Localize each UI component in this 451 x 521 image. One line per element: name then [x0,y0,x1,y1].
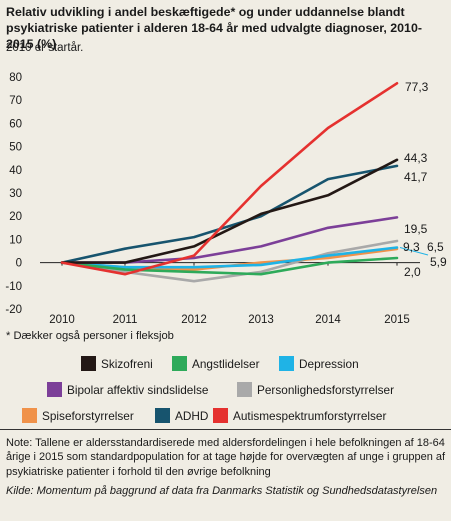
legend-label: Spiseforstyrrelser [42,408,134,423]
legend-swatch [81,356,96,371]
x-tick-label: 2013 [248,314,274,326]
x-tick-label: 2015 [384,314,410,326]
depression-label-leader [399,247,429,256]
line-chart: -20 -10 0 10 20 30 40 50 60 70 80 2010 2011 2012 2013 2… [5,72,447,326]
chart-series [60,82,399,283]
x-tick-label: 2014 [315,314,341,326]
legend-label: Skizofreni [101,356,153,371]
y-tick-label: 60 [9,118,22,130]
legend-label: Angstlidelser [192,356,260,371]
legend-item: Angstlidelser [172,356,260,371]
series-line-autismespektrumforstyrrelser [60,82,399,276]
end-label-autismespektrumforstyrrelser: 77,3 [405,80,429,94]
legend-swatch [155,408,170,423]
y-tick-label: 40 [9,165,22,177]
end-label-spiseforstyrrelser: 5,9 [430,255,447,269]
legend-label: Depression [299,356,359,371]
y-tick-label: 50 [9,142,22,154]
x-tick-label: 2011 [113,314,138,326]
y-tick-label: 70 [9,95,22,107]
y-tick-label: 20 [9,211,22,223]
chart-subtitle: 2010 er startår. [6,42,84,54]
legend-label: ADHD [175,408,209,423]
legend-swatch [237,382,252,397]
y-tick-label: -10 [5,281,22,293]
series-line-personlighedsforstyrrelser [60,239,399,283]
y-tick-label: 10 [9,234,22,246]
legend-item: Autismespektrumforstyrrelser [213,408,386,423]
legend-item: ADHD [155,408,208,423]
legend-item: Skizofreni [81,356,153,371]
series-line-skizofreni [60,158,399,264]
series-line-adhd [60,164,399,264]
end-label-bipolar-affektiv-sindslidelse: 19,5 [404,222,428,236]
legend-swatch [279,356,294,371]
chart-footnote: * Dækker også personer i fleksjob [6,330,174,342]
legend-swatch [172,356,187,371]
chart-source: Kilde: Momentum på baggrund af data fra … [6,485,438,497]
y-tick-label: 80 [9,72,22,84]
chart-axes: -20 -10 0 10 20 30 40 50 60 70 80 2010 2011 2012 2013 2… [5,72,420,326]
legend-swatch [213,408,228,423]
end-label-personlighedsforstyrrelser: 9,3 [403,240,420,254]
end-label-adhd: 41,7 [404,170,428,184]
chart-note: Note: Tallene er aldersstandardiserede m… [6,437,446,478]
end-label-depression: 6,5 [427,240,444,254]
x-tick-label: 2010 [49,314,75,326]
end-label-angstlidelser: 2,0 [404,265,421,279]
x-tick-label: 2012 [181,314,207,326]
y-tick-label: 0 [16,258,22,270]
end-label-skizofreni: 44,3 [404,151,428,165]
legend-label: Autismespektrumforstyrrelser [233,408,387,423]
y-tick-label: -20 [5,304,22,316]
legend-item: Depression [279,356,359,371]
legend-item: Bipolar affektiv sindslidelse [47,382,208,397]
legend-label: Personlighedsforstyrrelser [257,382,395,397]
legend-swatch [22,408,37,423]
legend-swatch [47,382,62,397]
legend-item: Personlighedsforstyrrelser [237,382,394,397]
chart-end-labels: 44,3 2,0 6,5 19,5 9,3 5,9 41,7 77,3 [399,80,447,279]
series-line-angstlidelser [60,256,399,276]
legend-item: Spiseforstyrrelser [22,408,134,423]
legend-label: Bipolar affektiv sindslidelse [67,382,209,397]
divider [0,429,451,430]
series-line-depression [60,246,399,269]
chart-title: Relativ udvikling i andel beskæftigede* … [6,5,422,51]
y-tick-label: 30 [9,188,22,200]
